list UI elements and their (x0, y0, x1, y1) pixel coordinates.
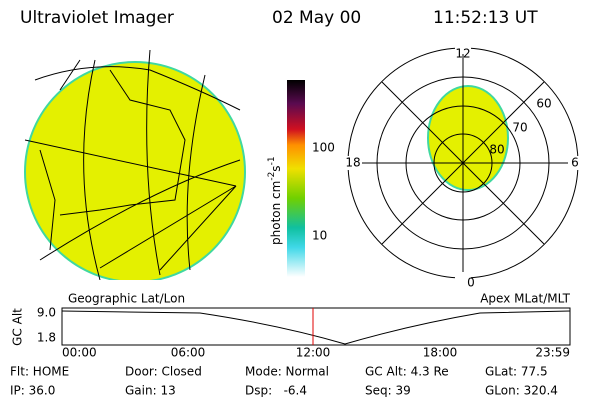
info-field: Gain: 13 (125, 384, 176, 398)
colorbar (287, 80, 305, 277)
info-field: Seq: 39 (365, 384, 411, 398)
info-field: IP: 36.0 (10, 384, 55, 398)
colorbar-tick: 10 (312, 229, 327, 243)
lat-label: 70 (512, 121, 527, 135)
info-field: Flt: HOME (10, 365, 69, 379)
x-tick-label: 23:59 (535, 346, 570, 360)
exp: -2 (267, 172, 277, 181)
x-tick-label: 18:00 (423, 346, 458, 360)
x-tick-label: 00:00 (62, 346, 97, 360)
label-text: photon cm-2s-1 (267, 156, 283, 245)
y-tick-label: 9.0 (37, 306, 56, 320)
colorbar-tick: 100 (312, 141, 335, 155)
x-tick-label: 12:00 (296, 346, 331, 360)
globe-caption: Geographic Lat/Lon (68, 292, 185, 306)
mlt-label: 6 (571, 156, 579, 170)
x-ticks: 00:00 06:00 12:00 18:00 23:59 (62, 346, 570, 360)
info-field: GLon: 320.4 (485, 384, 558, 398)
unit: photon cm (269, 181, 283, 245)
info-field: Dsp: -6.4 (245, 384, 307, 398)
info-field: Door: Closed (125, 365, 202, 379)
time: 11:52:13 UT (433, 8, 538, 28)
lat-label: 60 (536, 97, 551, 111)
globe (24, 49, 246, 280)
unit: s (269, 165, 283, 171)
plot-ylabel: GC Alt (11, 308, 25, 346)
info-field: Mode: Normal (245, 365, 329, 379)
y-tick-label: 1.8 (37, 331, 56, 345)
colorbar-label: photon cm-2s-1 (267, 156, 283, 245)
x-tick-label: 06:00 (171, 346, 206, 360)
altitude-plot (61, 307, 571, 346)
polar (342, 42, 582, 284)
mlt-label: 0 (467, 276, 475, 290)
mlt-label: 12 (455, 47, 470, 61)
date: 02 May 00 (272, 8, 361, 28)
info-field: GLat: 77.5 (485, 365, 548, 379)
info-field: GC Alt: 4.3 Re (365, 365, 449, 379)
lat-label: 80 (489, 143, 504, 157)
title: Ultraviolet Imager (20, 8, 174, 28)
info: Flt: HOME Door: Closed Mode: Normal GC Alt:… (10, 365, 558, 398)
polar-caption: Apex MLat/MLT (480, 292, 570, 306)
mlt-label: 18 (345, 156, 360, 170)
exp: -1 (267, 156, 277, 165)
